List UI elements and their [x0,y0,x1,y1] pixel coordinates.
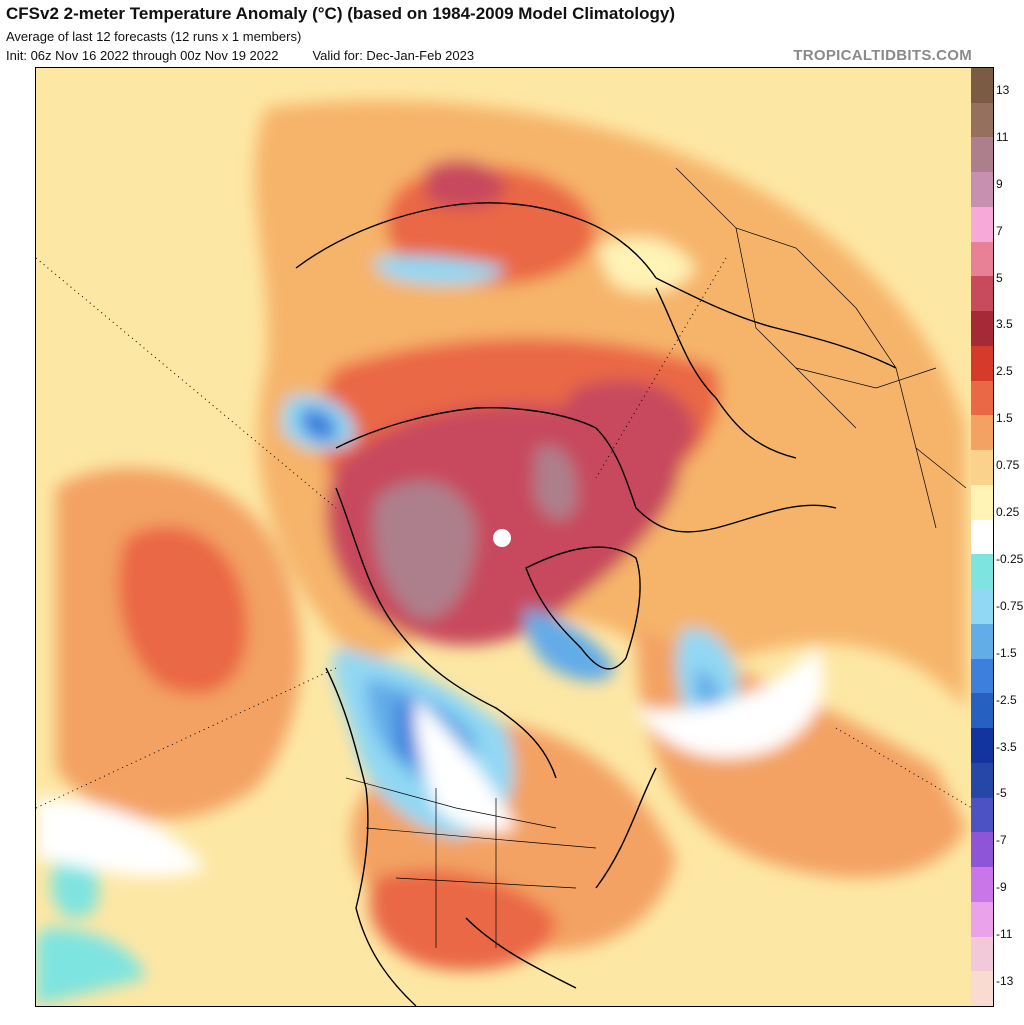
borders [345,167,967,948]
colorbar-segment [971,276,993,312]
colorbar-tick-label: -3.5 [996,739,1017,754]
colorbar-segment [971,658,993,694]
colorbar-segment [971,102,993,138]
colorbar-segment [971,172,993,208]
colorbar-segment [971,68,993,104]
colorbar-tick-label: -11 [996,927,1013,942]
colorbar-tick-label: 0.75 [996,458,1020,473]
colorbar-tick-label: -0.25 [996,551,1024,566]
colorbar-segment [971,762,993,799]
colorbar-segment [971,415,993,451]
graticule [36,257,972,809]
colorbar-tick-label: 9 [996,176,1003,191]
colorbar-segment [971,345,993,382]
colorbar-tick-label: -0.75 [996,598,1024,613]
colorbar-segment [971,311,993,347]
colorbar-tick-label: -7 [996,833,1007,848]
colorbar-segment [971,137,993,173]
colorbar-tick-label: 13 [996,83,1010,97]
colorbar-tick-label: -9 [996,880,1007,895]
colorbar-segment [971,241,993,277]
colorbar-segment [971,519,993,555]
colorbar-tick-label: 1.5 [996,411,1013,426]
colorbar [971,67,994,1007]
colorbar-segment [971,971,993,1007]
colorbar-segment [971,450,993,486]
north-pole-marker [493,529,511,547]
colorbar-segment [971,867,993,903]
colorbar-segment [971,554,993,590]
colorbar-labels: 13 11 9 7 5 3.5 2.5 1.5 0.75 0.25 -0.25 -0.75 -1.5 -2… [996,67,1024,1005]
map-svg [36,68,972,1006]
colorbar-segment [971,797,993,833]
colorbar-tick-label: -5 [996,786,1007,801]
init-valid-line: Init: 06z Nov 16 2022 through 00z Nov 19… [6,48,474,63]
colorbar-segment [971,589,993,625]
colorbar-tick-label: 5 [996,270,1003,285]
colorbar-tick-label: 11 [996,129,1009,144]
colorbar-segment [971,936,993,972]
chart-title: CFSv2 2-meter Temperature Anomaly (°C) (… [6,4,676,23]
colorbar-tick-label: 7 [996,223,1003,238]
colorbar-tick-label: 0.25 [996,505,1020,520]
valid-text: Valid for: Dec-Jan-Feb 2023 [312,48,475,63]
colorbar-tick-label: -13 [996,974,1014,988]
coastlines [295,202,897,1006]
anomaly-field [36,100,967,1006]
colorbar-segment [971,484,993,521]
anomaly-map [35,67,973,1007]
colorbar-segment [971,901,993,937]
colorbar-tick-label: 3.5 [996,317,1013,332]
brand-watermark: TROPICALTIDBITS.COM [793,47,972,64]
colorbar-tick-label: 2.5 [996,364,1013,379]
colorbar-segment [971,380,993,416]
forecast-subtitle: Average of last 12 forecasts (12 runs x … [6,29,302,44]
colorbar-segment [971,623,993,660]
colorbar-segment [971,206,993,243]
init-text: Init: 06z Nov 16 2022 through 00z Nov 19… [6,48,279,63]
colorbar-segment [971,693,993,729]
colorbar-tick-label: -1.5 [996,645,1017,660]
colorbar-segment [971,728,993,764]
colorbar-tick-label: -2.5 [996,692,1017,707]
colorbar-segment [971,832,993,868]
